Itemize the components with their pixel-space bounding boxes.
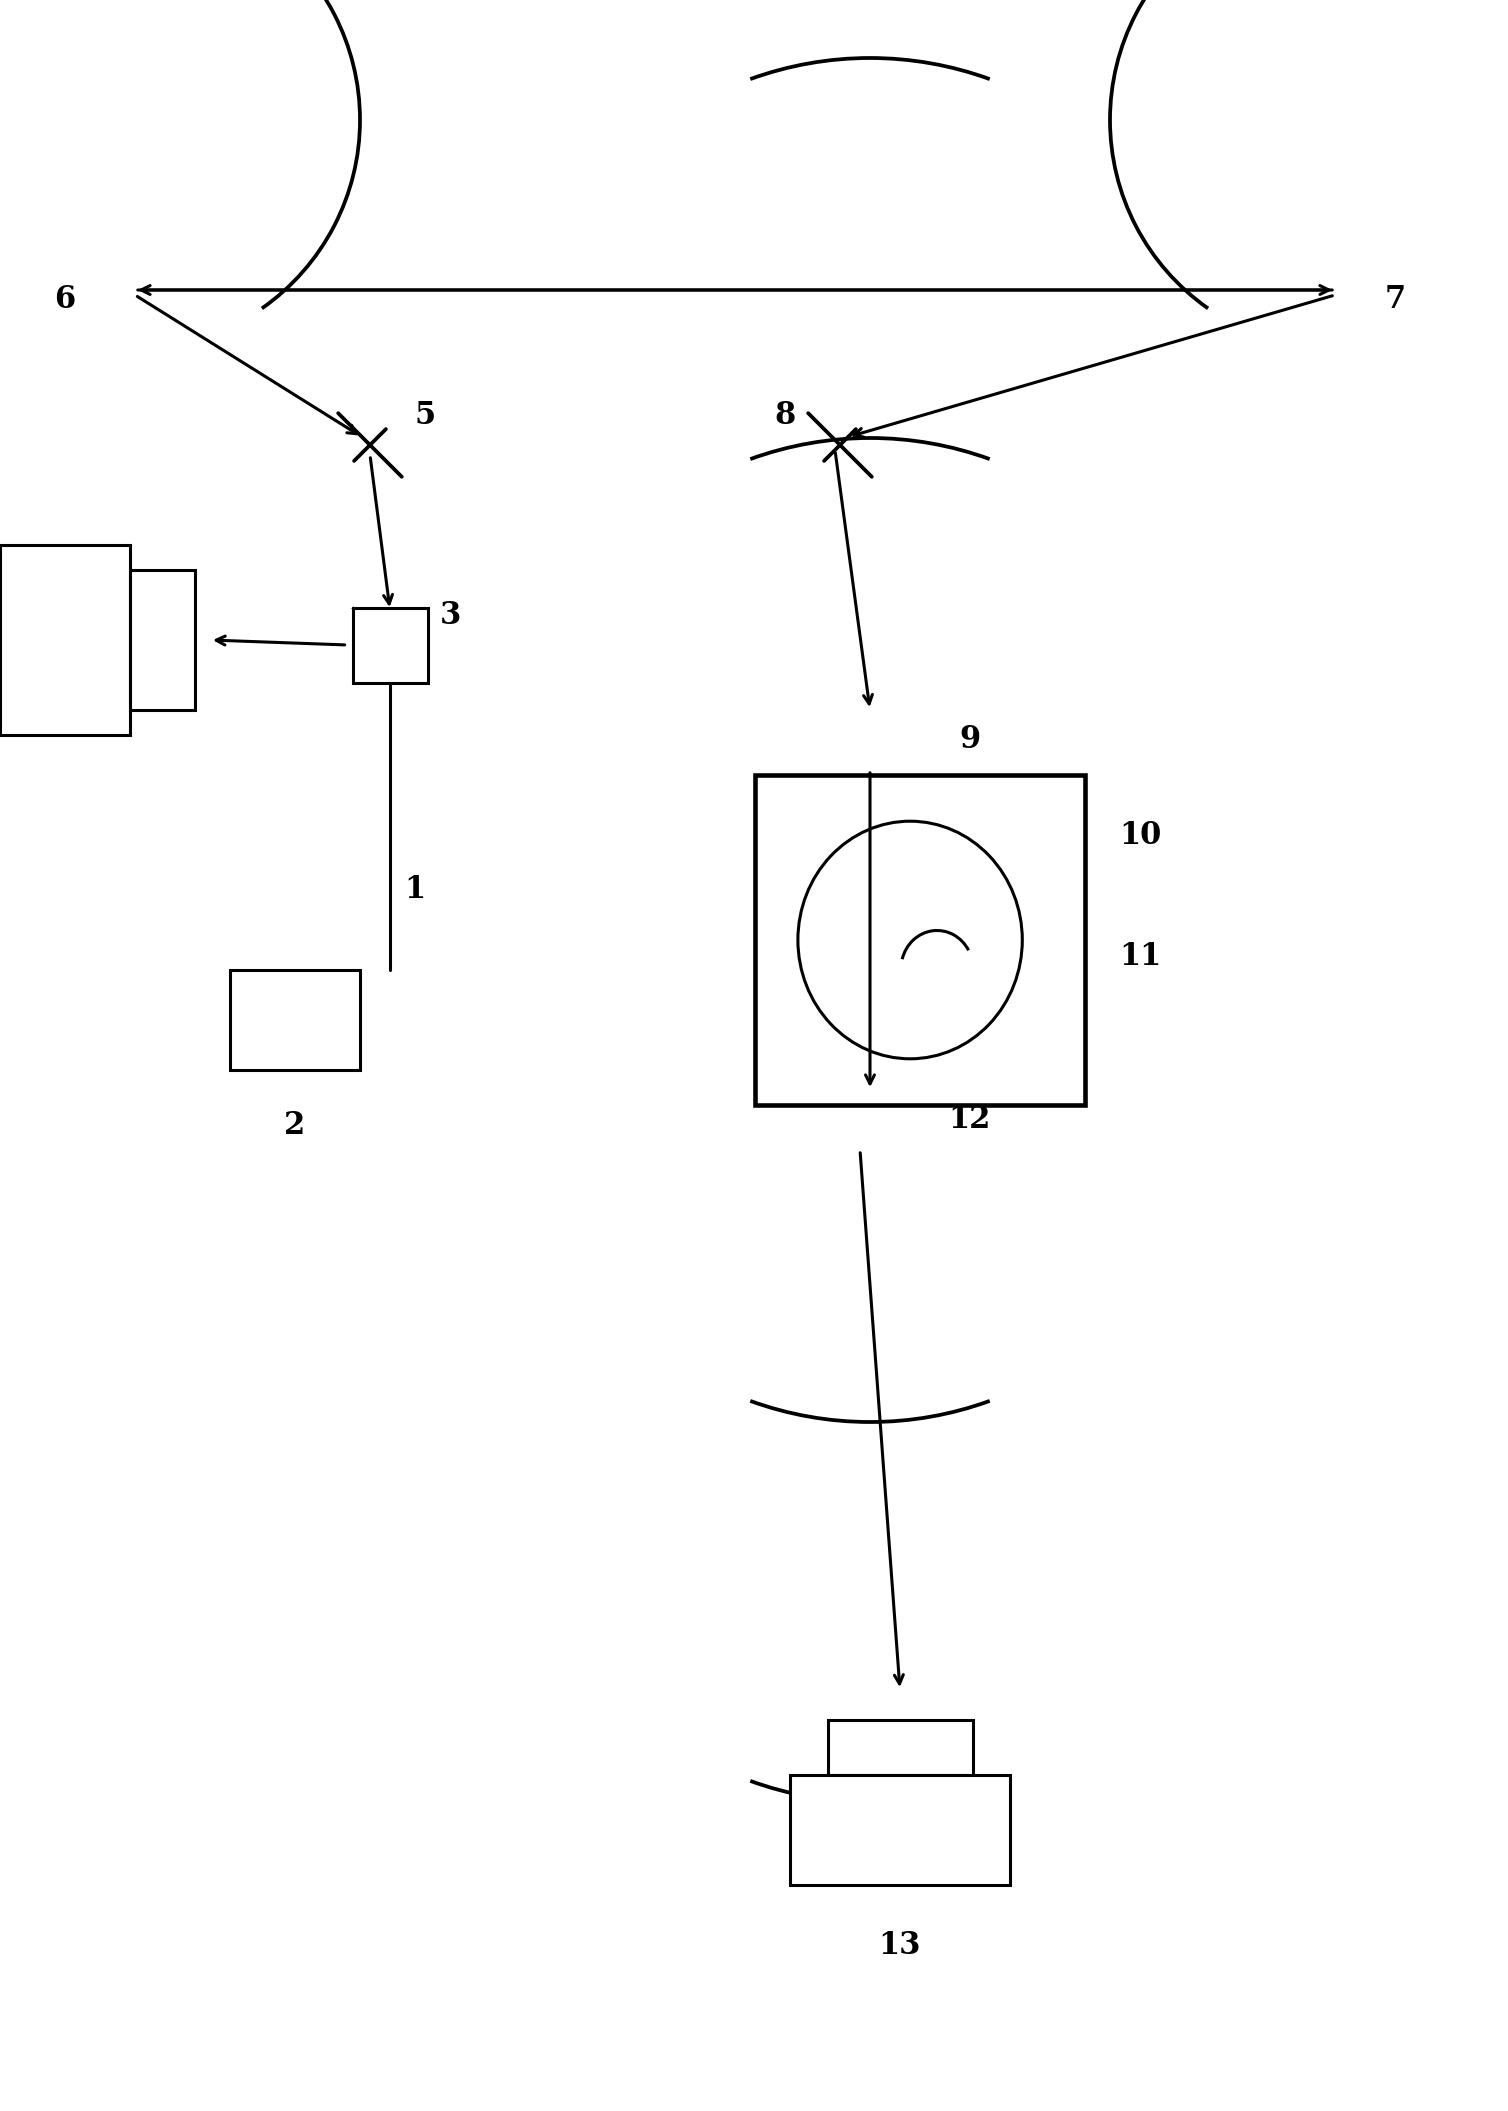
Text: 11: 11 [1119,942,1161,971]
Bar [231,969,360,1070]
Text: 5: 5 [415,399,436,431]
Text: 8: 8 [775,399,796,431]
Bar [790,1775,1010,1885]
Text: 2: 2 [285,1110,306,1140]
Text: 1: 1 [404,874,425,906]
Text: 12: 12 [949,1104,991,1136]
Text: 3: 3 [439,600,460,631]
Bar [130,570,195,709]
Text: 13: 13 [879,1929,921,1961]
Bar [828,1720,973,1775]
Text: 7: 7 [1384,285,1405,315]
Text: 10: 10 [1119,819,1161,851]
Text: 6: 6 [54,285,75,315]
Text: 9: 9 [959,724,980,756]
Ellipse shape [798,821,1022,1060]
Bar [756,775,1084,1104]
Bar [353,608,427,682]
Bar [0,545,130,735]
